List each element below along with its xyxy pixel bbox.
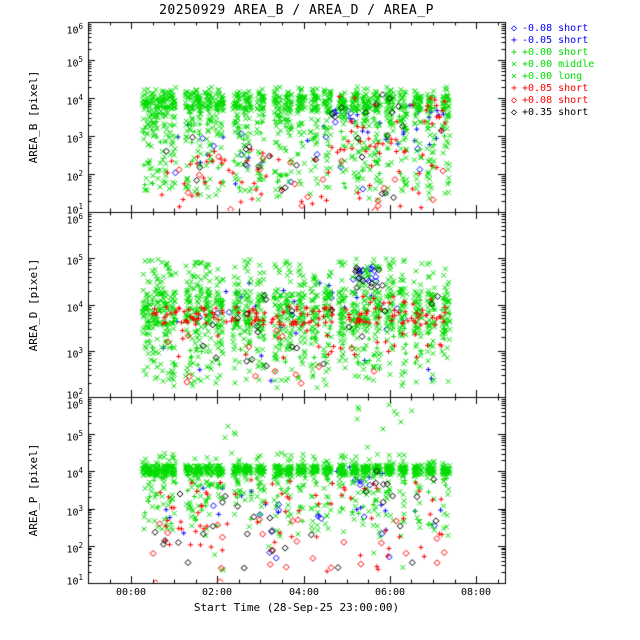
- y-tick-label: 103: [66, 131, 83, 146]
- diamond-symbol-icon: ◇: [510, 107, 518, 118]
- x-tick-label-4: 08:00: [460, 587, 492, 598]
- legend-label: -0.08 short: [522, 23, 589, 34]
- diamond-symbol-icon: ◇: [510, 23, 518, 34]
- y-tick-label: 103: [66, 345, 83, 361]
- legend-label: +0.08 short: [522, 95, 589, 106]
- x-tick-label-3: 06:00: [374, 587, 406, 598]
- x-symbol-icon: ×: [510, 71, 518, 82]
- y-axis-label-area-b: AREA_B [pixel]: [27, 70, 40, 164]
- y-tick-label: 106: [66, 397, 83, 412]
- y-tick-label: 104: [66, 299, 83, 314]
- plus-symbol-icon: +: [510, 83, 518, 94]
- legend-item: ◇ -0.08 short: [508, 23, 594, 35]
- legend-item: + -0.05 short: [508, 35, 594, 47]
- y-tick-label: 101: [66, 573, 83, 588]
- legend-item: + +0.05 short: [508, 83, 594, 95]
- chart-title: 20250929 AREA_B / AREA_D / AREA_P: [159, 3, 434, 18]
- y-tick-label: 104: [66, 93, 83, 108]
- legend-item: ◇ +0.35 short: [508, 107, 594, 119]
- legend-item: + +0.00 short: [508, 47, 594, 59]
- legend-label: +0.05 short: [522, 83, 589, 94]
- y-axis-label-area-d: AREA_D [pixel]: [27, 258, 40, 352]
- diamond-symbol-icon: ◇: [510, 95, 518, 106]
- legend-label: -0.05 short: [522, 35, 589, 46]
- y-tick-label: 105: [66, 429, 83, 444]
- y-tick-label: 102: [66, 169, 83, 184]
- x-tick-label-1: 02:00: [201, 587, 233, 598]
- x-symbol-icon: ×: [510, 59, 518, 70]
- plus-symbol-icon: +: [510, 47, 518, 58]
- y-tick-label: 106: [66, 212, 83, 227]
- legend-label: +0.35 short: [522, 107, 589, 118]
- legend-label: +0.00 short: [522, 47, 589, 58]
- x-tick-label-0: 00:00: [115, 587, 147, 598]
- legend-label: +0.00 long: [522, 71, 583, 82]
- y-tick-label: 106: [66, 22, 83, 37]
- y-axis-label-area-p: AREA_P [pixel]: [27, 443, 40, 537]
- y-tick-label: 105: [66, 55, 83, 70]
- x-axis-label: Start Time (28-Sep-25 23:00:00): [193, 601, 400, 614]
- y-tick-label: 102: [66, 540, 83, 556]
- x-tick-label-2: 04:00: [288, 587, 320, 598]
- plus-symbol-icon: +: [510, 35, 518, 46]
- legend-label: +0.00 middle: [522, 59, 595, 70]
- legend-item: × +0.00 long: [508, 71, 594, 83]
- y-tick-label: 104: [66, 466, 83, 481]
- legend-item: × +0.00 middle: [508, 59, 594, 71]
- y-tick-label: 103: [66, 503, 83, 518]
- legend: ◇ -0.08 short + -0.05 short + +0.00 short × +0.…: [508, 23, 594, 119]
- legend-item: ◇ +0.08 short: [508, 95, 594, 107]
- y-tick-label: 102: [66, 387, 83, 402]
- y-tick-label: 101: [66, 202, 83, 217]
- y-tick-label: 105: [66, 253, 83, 268]
